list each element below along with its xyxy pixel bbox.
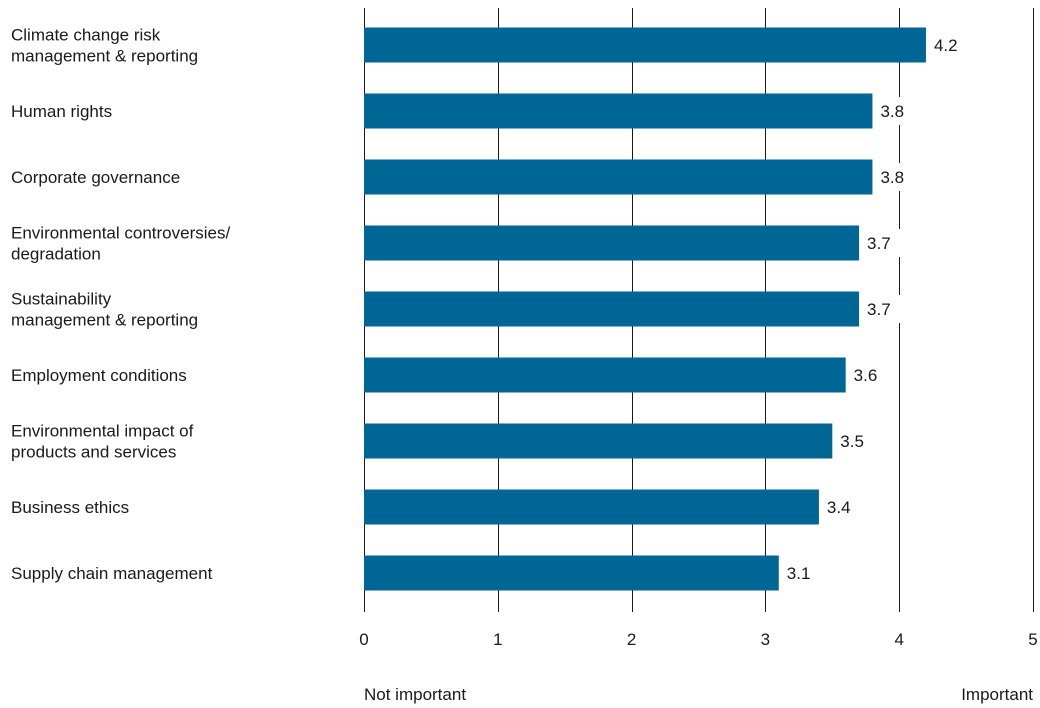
value-label: 3.8 bbox=[880, 102, 904, 121]
value-label: 3.1 bbox=[787, 564, 811, 583]
x-tick-label: 3 bbox=[761, 630, 770, 649]
category-label-line: management & reporting bbox=[11, 47, 198, 66]
category-label: Corporate governance bbox=[11, 168, 180, 187]
bar bbox=[364, 93, 873, 129]
category-label: Climate change risk management & reportin… bbox=[11, 26, 198, 66]
value-label-bg bbox=[864, 295, 901, 323]
category-label-line: Human rights bbox=[11, 102, 112, 121]
bar bbox=[364, 357, 846, 393]
bar bbox=[364, 291, 860, 327]
bar bbox=[364, 489, 819, 525]
bar bbox=[364, 159, 873, 195]
value-label: 3.7 bbox=[867, 234, 891, 253]
category-label: Business ethics bbox=[11, 498, 129, 517]
value-label: 3.7 bbox=[867, 300, 891, 319]
category-label-line: Supply chain management bbox=[11, 564, 213, 583]
value-label-bg bbox=[850, 361, 887, 389]
value-label: 3.4 bbox=[827, 498, 851, 517]
category-label-line: Climate change risk bbox=[11, 26, 161, 45]
value-label-bg bbox=[877, 97, 914, 125]
value-label: 3.6 bbox=[854, 366, 878, 385]
x-tick-label: 5 bbox=[1028, 630, 1037, 649]
category-label: Environmental impact of products and serv… bbox=[11, 422, 194, 462]
scale-low-label: Not important bbox=[364, 685, 466, 704]
category-label: Environmental controversies/degradation bbox=[11, 224, 230, 264]
bar bbox=[364, 555, 779, 591]
category-label: Sustainability management & reporting bbox=[11, 290, 198, 330]
value-label-bg bbox=[823, 493, 860, 521]
category-label-line: Environmental controversies/ bbox=[11, 224, 230, 243]
value-label-bg bbox=[837, 427, 874, 455]
x-tick-label: 1 bbox=[493, 630, 502, 649]
bar bbox=[364, 225, 860, 261]
scale-high-label: Important bbox=[961, 685, 1033, 704]
bar bbox=[364, 27, 926, 63]
category-label-line: management & reporting bbox=[11, 311, 198, 330]
value-label: 4.2 bbox=[934, 36, 958, 55]
category-label-line: Sustainability bbox=[11, 290, 112, 309]
value-label-bg bbox=[864, 229, 901, 257]
category-label: Supply chain management bbox=[11, 564, 213, 583]
category-label: Human rights bbox=[11, 102, 112, 121]
category-label-line: products and services bbox=[11, 443, 176, 462]
value-label: 3.8 bbox=[880, 168, 904, 187]
value-label-bg bbox=[930, 31, 967, 59]
category-label-line: Corporate governance bbox=[11, 168, 180, 187]
x-tick-label: 4 bbox=[894, 630, 903, 649]
x-tick-label: 2 bbox=[627, 630, 636, 649]
category-label-line: Employment conditions bbox=[11, 366, 187, 385]
category-label-line: Environmental impact of bbox=[11, 422, 194, 441]
bar bbox=[364, 423, 833, 459]
category-label: Employment conditions bbox=[11, 366, 187, 385]
category-label-line: degradation bbox=[11, 245, 101, 264]
value-label-bg bbox=[877, 163, 914, 191]
x-tick-label: 0 bbox=[359, 630, 368, 649]
value-label: 3.5 bbox=[840, 432, 864, 451]
category-label-line: Business ethics bbox=[11, 498, 129, 517]
value-label-bg bbox=[783, 559, 820, 587]
